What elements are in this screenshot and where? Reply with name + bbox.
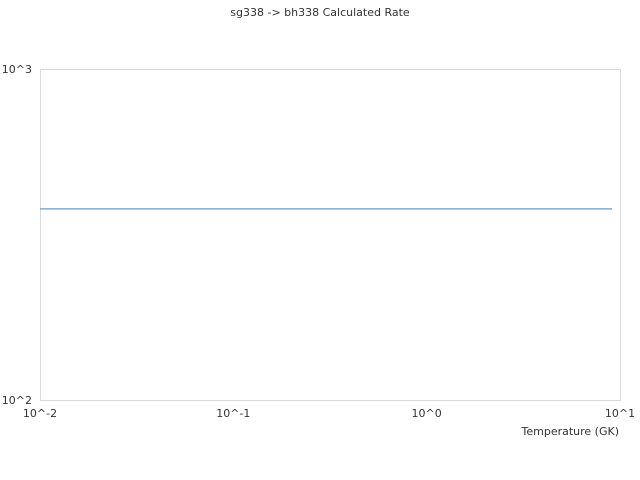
x-tick-label: 10^0 [412, 407, 442, 420]
plot-area [40, 69, 621, 401]
x-tick-label: 10^-1 [216, 407, 250, 420]
chart-title: sg338 -> bh338 Calculated Rate [230, 6, 410, 19]
y-tick-label: 10^3 [2, 63, 32, 76]
x-tick-label: 10^1 [605, 407, 635, 420]
y-tick-label: 10^2 [2, 394, 32, 407]
x-tick-label: 10^-2 [23, 407, 57, 420]
x-axis-label: Temperature (GK) [521, 425, 620, 438]
